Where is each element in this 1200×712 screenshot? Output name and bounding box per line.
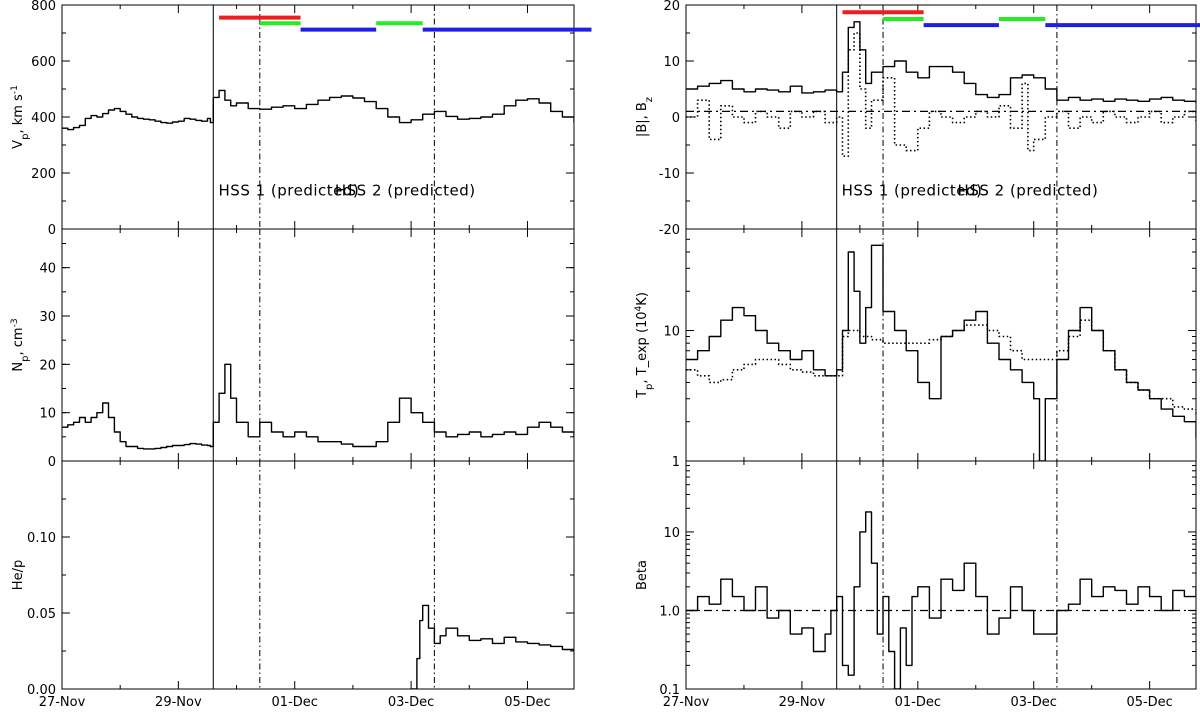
y-tick-label: 10 [39,407,56,422]
x-tick-label: 03-Dec [1011,695,1057,710]
hss-annotation: HSS 2 (predicted) [958,181,1099,199]
series-line [686,21,1196,104]
plot-frame [61,228,575,462]
x-tick-label: 29-Nov [155,695,202,710]
y-tick-label: 30 [39,310,56,325]
y-tick-label: 1.0 [659,604,680,619]
panel-plasma-beta: 27-Nov 29-Nov 01-Dec 03-Dec 05-Dec 0.1 1.0 10 Be… [635,460,1197,710]
panel-helium-proton-ratio: 27-Nov 29-Nov 01-Dec 03-Dec 05-Dec 0.00 0.05 0.… [11,460,575,710]
plot-frame [61,460,575,690]
hss-annotation: HSS 1 (predicted) [219,181,360,199]
y-axis-label: Tp, T_exp (104K) [634,292,655,399]
panel-solar-wind-speed: 0 200 400 600 800 Vp, km s-1 HSS 1 (predicted)… [10,0,592,238]
y-axis-label: |B|, Bz [635,97,655,137]
y-tick-label: 200 [31,167,56,182]
y-tick-label: 0.00 [27,683,56,698]
x-tick-label: 05-Dec [504,695,550,710]
y-tick-label: 10 [663,526,680,541]
y-tick-label: 0.1 [659,683,680,698]
y-axis-label: He/p [11,560,26,590]
y-tick-label: 20 [39,358,56,373]
y-tick-label: 40 [39,262,56,277]
x-tick-label: 27-Nov [663,695,710,710]
y-tick-label: 0 [672,111,680,126]
y-axis-label: Vp, km s-1 [10,85,31,149]
x-tick-label: 01-Dec [895,695,941,710]
x-tick-label: 05-Dec [1126,695,1172,710]
plot-frame [685,460,1197,690]
y-tick-label: 10 [663,55,680,70]
hss-annotation: HSS 2 (predicted) [335,181,476,199]
y-axis-label: Np, cm-3 [10,318,31,371]
y-tick-label: 0.05 [27,607,56,622]
hss-annotation: HSS 1 (predicted) [842,181,983,199]
y-tick-label: 10 [663,325,680,340]
y-tick-label: 20 [663,0,680,14]
series-line [686,244,1196,461]
y-tick-label: 600 [31,55,56,70]
panel-proton-temperature: 1 10 Tp, T_exp (104K) [634,228,1197,470]
y-tick-label: 0.10 [27,531,56,546]
panel-proton-density: 0 10 20 30 40 Np, cm-3 [10,228,575,470]
dotted-series-line [686,319,1196,415]
x-tick-label: 03-Dec [388,695,434,710]
series-line [62,363,574,450]
y-tick-label: 400 [31,111,56,126]
x-tick-label: 27-Nov [39,695,86,710]
y-tick-label: -10 [659,167,680,182]
series-line [411,604,574,689]
x-tick-label: 01-Dec [272,695,318,710]
series-line [686,511,1196,689]
y-tick-label: -20 [659,223,680,238]
y-axis-label: Beta [635,560,650,590]
series-line [62,89,574,131]
dotted-series-line [686,32,1196,157]
x-tick-label: 29-Nov [779,695,826,710]
y-tick-label: 0 [48,455,56,470]
y-tick-label: 0 [48,223,56,238]
y-tick-label: 800 [31,0,56,14]
y-tick-label: 1 [672,455,680,470]
panel-magnetic-field: -20 -10 0 10 20 |B|, Bz HSS 1 (predicted)HSS 2… [635,0,1200,238]
